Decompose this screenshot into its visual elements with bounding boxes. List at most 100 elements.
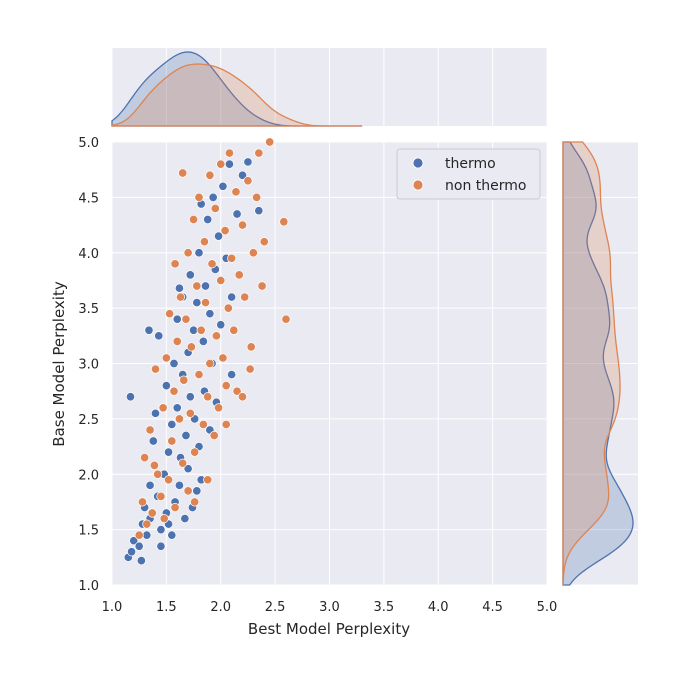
scatter-point-non-thermo: [210, 203, 220, 213]
scatter-points: [123, 137, 291, 566]
scatter-point-non-thermo: [237, 392, 248, 402]
scatter-point-non-thermo: [175, 292, 186, 302]
y-tick-label: 1.0: [78, 579, 99, 594]
scatter-point-thermo: [183, 464, 193, 474]
scatter-point-non-thermo: [137, 497, 147, 507]
top-marginal-kde: [111, 51, 363, 127]
scatter-point-thermo: [150, 408, 161, 418]
y-tick-label: 2.5: [78, 413, 99, 428]
top-kde-non-thermo: [111, 63, 363, 127]
legend-marker-thermo: [412, 157, 424, 169]
scatter-point-thermo: [232, 209, 242, 219]
scatter-point-thermo: [148, 436, 158, 446]
scatter-point-non-thermo: [186, 342, 196, 352]
y-tick-label: 1.5: [78, 524, 99, 539]
scatter-point-thermo: [185, 392, 195, 402]
scatter-point-non-thermo: [205, 170, 215, 180]
scatter-point-non-thermo: [156, 491, 166, 501]
scatter-point-non-thermo: [185, 408, 195, 418]
scatter-point-non-thermo: [240, 292, 250, 302]
scatter-point-thermo: [156, 541, 166, 551]
scatter-point-thermo: [181, 430, 191, 441]
scatter-point-thermo: [167, 530, 177, 540]
scatter-point-non-thermo: [211, 331, 221, 341]
scatter-point-thermo: [227, 292, 237, 302]
scatter-point-non-thermo: [221, 419, 231, 429]
scatter-point-non-thermo: [218, 353, 228, 363]
scatter-point-non-thermo: [216, 159, 226, 169]
scatter-point-non-thermo: [178, 458, 188, 468]
scatter-point-non-thermo: [165, 309, 175, 319]
x-tick-label: 4.0: [428, 600, 449, 615]
scatter-point-non-thermo: [161, 353, 171, 363]
scatter-point-non-thermo: [279, 217, 289, 227]
scatter-point-thermo: [136, 556, 146, 566]
legend-box: [396, 148, 541, 200]
scatter-point-non-thermo: [281, 314, 291, 324]
scatter-point-non-thermo: [149, 460, 159, 470]
scatter-point-thermo: [129, 536, 139, 546]
scatter-point-non-thermo: [229, 325, 239, 335]
scatter-point-non-thermo: [221, 381, 231, 391]
y-axis-label: Base Model Perplexity: [50, 281, 68, 447]
scatter-point-non-thermo: [203, 392, 213, 402]
right-kde-thermo: [562, 141, 634, 586]
x-tick-label: 4.5: [482, 600, 503, 615]
scatter-point-non-thermo: [223, 303, 233, 313]
scatter-point-non-thermo: [190, 497, 200, 507]
scatter-point-non-thermo: [245, 364, 255, 374]
scatter-point-non-thermo: [178, 168, 188, 178]
scatter-point-thermo: [127, 547, 137, 557]
scatter-point-non-thermo: [248, 248, 258, 258]
scatter-point-non-thermo: [246, 342, 256, 352]
scatter-point-thermo: [161, 381, 171, 391]
x-tick-label: 2.5: [265, 600, 286, 615]
scatter-point-thermo: [205, 309, 215, 319]
scatter-point-thermo: [192, 486, 202, 496]
scatter-point-non-thermo: [200, 298, 211, 308]
scatter-point-non-thermo: [198, 419, 208, 429]
y-tick-label: 3.5: [78, 302, 99, 317]
scatter-point-non-thermo: [183, 248, 193, 258]
x-tick-labels: 1.0 1.5 2.0 2.5 3.0 3.5 4.0 4.5 5.0: [102, 600, 558, 615]
right-kde-non-thermo: [562, 141, 621, 586]
scatter-point-non-thermo: [205, 358, 215, 369]
scatter-point-thermo: [237, 170, 248, 180]
scatter-point-non-thermo: [158, 403, 168, 413]
scatter-point-thermo: [145, 480, 155, 490]
scatter-point-thermo: [200, 281, 211, 291]
scatter-point-non-thermo: [183, 486, 193, 496]
scatter-point-non-thermo: [194, 370, 204, 380]
scatter-point-non-thermo: [145, 425, 155, 435]
scatter-point-thermo: [172, 403, 182, 413]
scatter-point-thermo: [172, 314, 182, 324]
scatter-point-non-thermo: [189, 214, 199, 225]
scatter-point-non-thermo: [232, 386, 242, 396]
scatter-point-non-thermo: [179, 375, 189, 385]
x-tick-label: 1.5: [156, 600, 177, 615]
legend: thermo non thermo: [396, 148, 541, 200]
scatter-point-non-thermo: [159, 513, 169, 524]
scatter-point-non-thermo: [170, 502, 180, 513]
scatter-point-non-thermo: [220, 226, 230, 236]
scatter-point-thermo: [224, 159, 234, 169]
scatter-point-thermo: [243, 157, 253, 167]
scatter-point-thermo: [134, 541, 144, 551]
scatter-point-non-thermo: [237, 220, 248, 230]
scatter-point-thermo: [167, 419, 177, 429]
y-tick-label: 4.0: [78, 247, 99, 262]
scatter-point-non-thermo: [192, 281, 202, 291]
scatter-point-thermo: [174, 283, 184, 293]
x-tick-label: 3.5: [374, 600, 395, 615]
x-tick-label: 2.0: [210, 600, 231, 615]
scatter-point-thermo: [254, 206, 264, 216]
scatter-point-thermo: [208, 192, 218, 202]
scatter-point-thermo: [214, 231, 224, 241]
legend-marker-non-thermo: [412, 179, 424, 191]
scatter-point-non-thermo: [170, 259, 180, 269]
legend-label-thermo: thermo: [445, 156, 496, 172]
scatter-point-non-thermo: [234, 270, 244, 280]
top-marginal-grid: [111, 48, 548, 126]
x-tick-label: 3.0: [319, 600, 340, 615]
